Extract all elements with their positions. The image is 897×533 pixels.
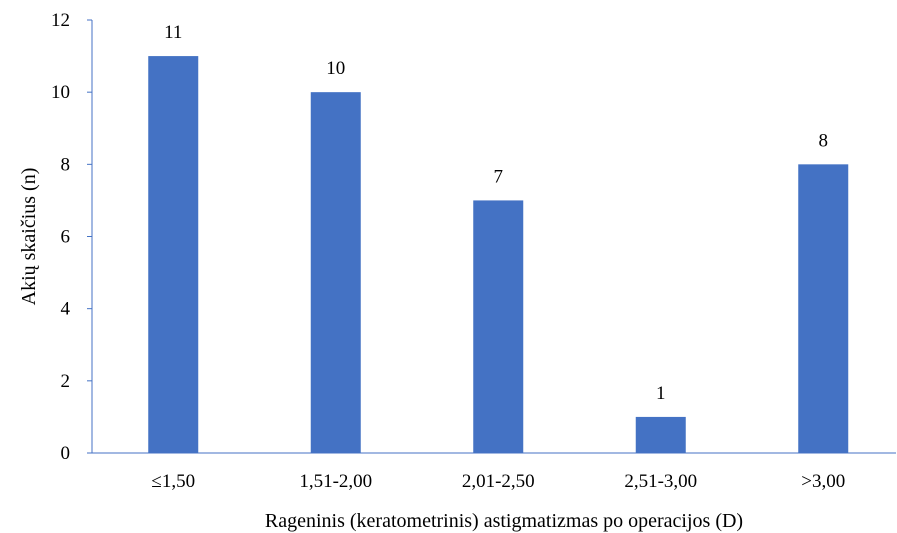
y-tick-label: 0 <box>61 443 71 464</box>
y-tick-label: 8 <box>61 154 71 175</box>
bar-series <box>148 56 849 454</box>
bar <box>635 416 686 453</box>
data-label: 8 <box>819 130 829 151</box>
bar <box>473 200 524 453</box>
x-tick-label: >3,00 <box>801 471 845 492</box>
x-axis-ticks: ≤1,50 1,51-2,00 2,01-2,50 2,51-3,00 >3,00 <box>151 471 845 492</box>
y-tick-label: 4 <box>61 299 71 320</box>
bar <box>798 164 849 454</box>
y-tick-label: 10 <box>51 82 70 103</box>
x-tick-label: 2,51-3,00 <box>624 471 697 492</box>
x-tick-label: 1,51-2,00 <box>299 471 372 492</box>
y-tick-label: 12 <box>51 10 70 31</box>
data-label: 1 <box>656 383 666 404</box>
data-label: 7 <box>494 166 504 187</box>
x-axis-title: Rageninis (keratometrinis) astigmatizmas… <box>265 510 743 532</box>
bar <box>148 56 199 453</box>
y-tick-label: 6 <box>61 227 71 248</box>
y-axis-title: Akių skaičius (n) <box>18 168 40 306</box>
x-tick-label: ≤1,50 <box>151 471 195 492</box>
data-label: 10 <box>326 58 345 79</box>
data-labels: 11 10 7 1 8 <box>164 22 828 404</box>
data-label: 11 <box>164 22 182 43</box>
x-tick-label: 2,01-2,50 <box>462 471 535 492</box>
y-axis-ticks: 0 2 4 6 8 10 12 <box>51 10 92 464</box>
y-tick-label: 2 <box>61 371 71 392</box>
bar <box>310 92 361 454</box>
